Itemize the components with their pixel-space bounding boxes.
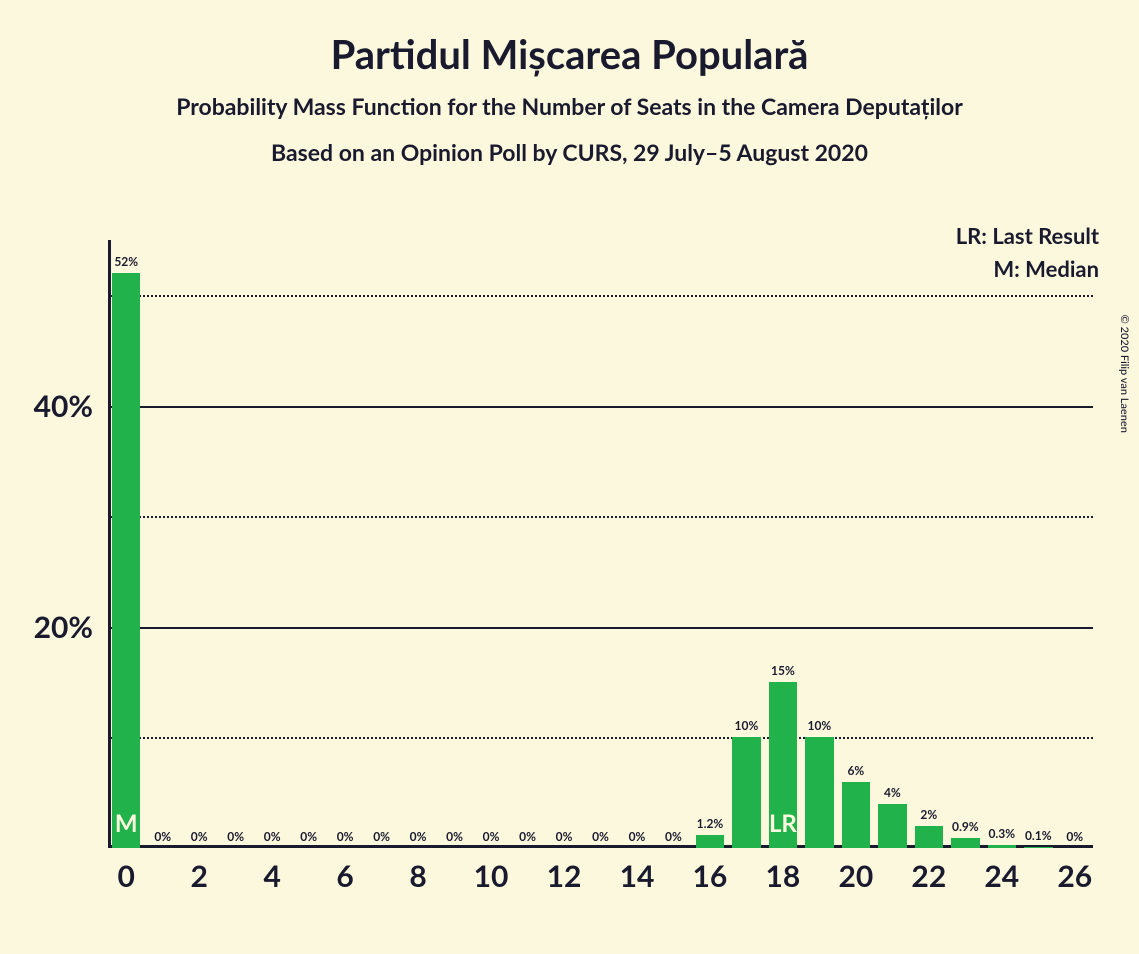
bar-value-label: 0% xyxy=(556,829,573,844)
bar-value-label: 0% xyxy=(665,829,682,844)
gridline xyxy=(108,406,1093,408)
bar-value-label: 4% xyxy=(884,785,901,800)
bar-value-label: 52% xyxy=(114,254,138,269)
bar xyxy=(805,737,833,848)
bar-value-label: 6% xyxy=(847,763,864,778)
bar-value-label: 0% xyxy=(373,829,390,844)
x-axis-label: 2 xyxy=(191,858,208,894)
last-result-marker: LR xyxy=(769,809,797,838)
bar-value-label: 0% xyxy=(410,829,427,844)
x-axis-label: 26 xyxy=(1057,858,1092,894)
bar xyxy=(842,782,870,848)
y-axis-label: 20% xyxy=(34,609,93,645)
bar xyxy=(988,845,1016,848)
plot-area: 20%40%M52%0%0%0%0%0%0%0%0%0%0%0%0%0%0%0%… xyxy=(108,240,1093,848)
x-axis xyxy=(108,845,1093,848)
bar-value-label: 0% xyxy=(519,829,536,844)
bar xyxy=(878,804,906,848)
bar xyxy=(951,838,979,848)
bar-value-label: 0% xyxy=(191,829,208,844)
gridline xyxy=(108,627,1093,629)
bar-value-label: 0.9% xyxy=(952,819,979,834)
y-axis xyxy=(108,240,111,848)
x-axis-label: 10 xyxy=(474,858,509,894)
bar xyxy=(732,737,760,848)
bar-value-label: 0% xyxy=(1066,829,1083,844)
x-axis-label: 8 xyxy=(409,858,426,894)
bar-value-label: 15% xyxy=(771,663,795,678)
bar-value-label: 0% xyxy=(264,829,281,844)
copyright-text: © 2020 Filip van Laenen xyxy=(1118,315,1131,433)
x-axis-label: 16 xyxy=(693,858,728,894)
bar-value-label: 0% xyxy=(337,829,354,844)
bar-value-label: 0% xyxy=(592,829,609,844)
bar-value-label: 0% xyxy=(227,829,244,844)
bar xyxy=(1024,847,1052,848)
bar-value-label: 0% xyxy=(154,829,171,844)
x-axis-label: 6 xyxy=(336,858,353,894)
bar-chart: 20%40%M52%0%0%0%0%0%0%0%0%0%0%0%0%0%0%0%… xyxy=(108,240,1093,848)
x-axis-label: 12 xyxy=(547,858,582,894)
chart-title: Partidul Mișcarea Populară xyxy=(0,30,1139,78)
gridline xyxy=(108,295,1093,297)
x-axis-label: 4 xyxy=(263,858,280,894)
y-axis-label: 40% xyxy=(34,388,93,424)
bar-value-label: 0% xyxy=(629,829,646,844)
chart-subtitle: Probability Mass Function for the Number… xyxy=(0,92,1139,120)
bar xyxy=(112,273,140,848)
bar-value-label: 2% xyxy=(920,807,937,822)
bar-value-label: 1.2% xyxy=(697,816,724,831)
x-axis-label: 0 xyxy=(118,858,135,894)
bar xyxy=(915,826,943,848)
bar-value-label: 0.1% xyxy=(1025,828,1052,843)
bar-value-label: 10% xyxy=(735,718,759,733)
bar-value-label: 0% xyxy=(446,829,463,844)
bar-value-label: 0% xyxy=(300,829,317,844)
x-axis-label: 20 xyxy=(838,858,873,894)
bar-value-label: 0.3% xyxy=(988,826,1015,841)
bar-value-label: 10% xyxy=(807,718,831,733)
bar xyxy=(696,835,724,848)
bar-value-label: 0% xyxy=(483,829,500,844)
x-axis-label: 18 xyxy=(766,858,801,894)
gridline xyxy=(108,737,1093,739)
gridline xyxy=(108,516,1093,518)
x-axis-label: 24 xyxy=(984,858,1019,894)
x-axis-label: 22 xyxy=(911,858,946,894)
chart-source: Based on an Opinion Poll by CURS, 29 Jul… xyxy=(0,138,1139,166)
x-axis-label: 14 xyxy=(620,858,655,894)
median-marker: M xyxy=(115,809,138,838)
